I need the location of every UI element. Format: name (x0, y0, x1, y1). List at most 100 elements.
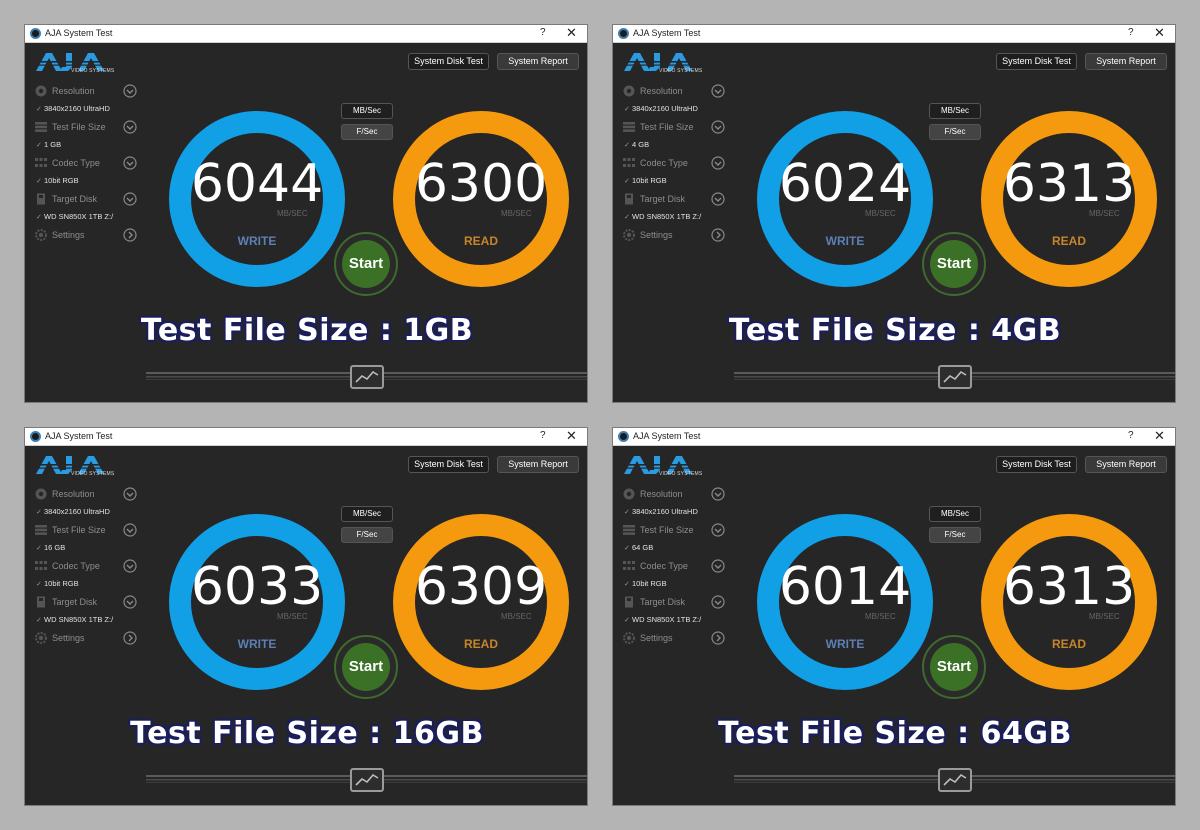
line-graph-icon (943, 370, 967, 383)
sidebar-value-codec: 10bit RGB (632, 579, 667, 588)
sidebar-value-resolution: 3840x2160 UltraHD (632, 507, 698, 516)
f-sec-toggle[interactable]: F/Sec (929, 527, 981, 543)
caption-overlay: Test File Size : 4GB (728, 313, 1062, 348)
sidebar-value-file-size: 4 GB (632, 140, 650, 149)
sidebar-label-settings[interactable]: Settings (52, 230, 85, 240)
sidebar-label-codec: Codec Type (640, 158, 688, 168)
chevron-down-icon[interactable] (123, 156, 137, 170)
sidebar-value-file-size: 16 GB (44, 543, 66, 552)
check-icon: ✓ (624, 142, 630, 149)
start-button[interactable] (922, 635, 986, 699)
chevron-down-icon[interactable] (123, 595, 137, 609)
chevron-down-icon[interactable] (711, 84, 725, 98)
system-report-button[interactable]: System Report (497, 456, 579, 473)
chevron-right-icon[interactable] (123, 631, 137, 645)
sidebar-label-file-size: Test File Size (52, 122, 106, 132)
start-label[interactable]: Start (348, 255, 384, 272)
chevron-down-icon[interactable] (711, 192, 725, 206)
sidebar-label-codec: Codec Type (52, 158, 100, 168)
sidebar-value-target-disk: WD SN850X 1TB Z:/ (632, 212, 702, 221)
check-icon: ✓ (624, 106, 630, 113)
chevron-down-icon[interactable] (123, 84, 137, 98)
chevron-down-icon[interactable] (711, 487, 725, 501)
title-bar: AJA System Test ? ✕ (613, 25, 1175, 43)
start-button-face[interactable] (342, 240, 390, 288)
close-button[interactable]: ✕ (566, 25, 577, 40)
aja-logo (34, 53, 126, 71)
graph-toggle-button[interactable] (938, 365, 972, 389)
mb-sec-toggle[interactable]: MB/Sec (341, 103, 393, 119)
close-button[interactable]: ✕ (1154, 428, 1165, 443)
system-report-button[interactable]: System Report (1085, 456, 1167, 473)
f-sec-toggle[interactable]: F/Sec (929, 124, 981, 140)
start-button-face[interactable] (342, 643, 390, 691)
sidebar-value-codec: 10bit RGB (44, 579, 79, 588)
logo-tagline: VIDEO SYSTEMS (71, 68, 115, 74)
chevron-down-icon[interactable] (711, 595, 725, 609)
help-button[interactable]: ? (540, 430, 546, 441)
check-icon: ✓ (36, 509, 42, 516)
chevron-right-icon[interactable] (123, 228, 137, 242)
close-button[interactable]: ✕ (566, 428, 577, 443)
chevron-down-icon[interactable] (123, 559, 137, 573)
gear-icon (623, 229, 635, 241)
start-label[interactable]: Start (936, 255, 972, 272)
sidebar-label-settings[interactable]: Settings (640, 230, 673, 240)
read-label: READ (463, 234, 498, 248)
chevron-down-icon[interactable] (711, 156, 725, 170)
app-icon (30, 28, 41, 39)
sidebar-label-settings[interactable]: Settings (52, 633, 85, 643)
chevron-down-icon[interactable] (123, 120, 137, 134)
f-sec-toggle[interactable]: F/Sec (341, 124, 393, 140)
start-button[interactable] (922, 232, 986, 296)
aja-logo (622, 456, 714, 474)
start-button-face[interactable] (930, 240, 978, 288)
system-report-button[interactable]: System Report (497, 53, 579, 70)
mb-sec-toggle[interactable]: MB/Sec (341, 506, 393, 522)
system-disk-test-button[interactable]: System Disk Test (408, 456, 489, 473)
start-button[interactable] (334, 232, 398, 296)
sidebar-label-file-size: Test File Size (640, 122, 694, 132)
help-button[interactable]: ? (1128, 430, 1134, 441)
help-button[interactable]: ? (1128, 27, 1134, 38)
resolution-icon (623, 488, 635, 500)
chevron-down-icon[interactable] (711, 559, 725, 573)
app-icon (30, 431, 41, 442)
file-size-icon (35, 122, 47, 132)
caption-overlay: Test File Size : 16GB (130, 716, 484, 751)
window-title: AJA System Test (45, 28, 113, 38)
chevron-down-icon[interactable] (711, 523, 725, 537)
system-report-button[interactable]: System Report (1085, 53, 1167, 70)
sidebar-label-settings[interactable]: Settings (640, 633, 673, 643)
chevron-down-icon[interactable] (123, 192, 137, 206)
read-speed-value: 6313 (1002, 154, 1136, 214)
check-icon: ✓ (36, 106, 42, 113)
chevron-right-icon[interactable] (711, 631, 725, 645)
system-disk-test-button[interactable]: System Disk Test (996, 53, 1077, 70)
chevron-right-icon[interactable] (711, 228, 725, 242)
start-button-face[interactable] (930, 643, 978, 691)
graph-toggle-button[interactable] (938, 768, 972, 792)
chevron-down-icon[interactable] (123, 487, 137, 501)
help-button[interactable]: ? (540, 27, 546, 38)
sidebar-label-file-size: Test File Size (52, 525, 106, 535)
window-title: AJA System Test (633, 28, 701, 38)
sidebar-label-resolution: Resolution (52, 489, 95, 499)
window-title: AJA System Test (45, 431, 113, 441)
f-sec-toggle[interactable]: F/Sec (341, 527, 393, 543)
mb-sec-toggle[interactable]: MB/Sec (929, 103, 981, 119)
start-button[interactable] (334, 635, 398, 699)
write-label: WRITE (237, 234, 277, 248)
start-label[interactable]: Start (936, 658, 972, 675)
sidebar-label-target-disk: Target Disk (640, 194, 686, 204)
chevron-down-icon[interactable] (711, 120, 725, 134)
mb-sec-toggle[interactable]: MB/Sec (929, 506, 981, 522)
close-button[interactable]: ✕ (1154, 25, 1165, 40)
system-disk-test-button[interactable]: System Disk Test (408, 53, 489, 70)
start-label[interactable]: Start (348, 658, 384, 675)
check-icon: ✓ (36, 214, 42, 221)
system-disk-test-button[interactable]: System Disk Test (996, 456, 1077, 473)
chevron-down-icon[interactable] (123, 523, 137, 537)
graph-toggle-button[interactable] (350, 365, 384, 389)
graph-toggle-button[interactable] (350, 768, 384, 792)
